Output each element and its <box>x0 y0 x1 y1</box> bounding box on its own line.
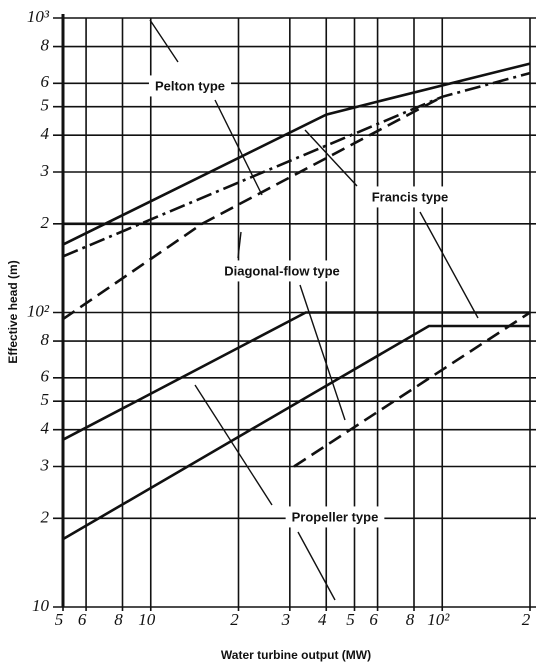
x-tick-label: 3 <box>281 610 291 629</box>
x-tick-label: 5 <box>55 610 64 629</box>
annotation: Francis type <box>372 189 449 204</box>
x-tick-label: 4 <box>318 610 327 629</box>
pointer-line <box>214 99 263 196</box>
y-axis-label: Effective head (m) <box>6 260 20 363</box>
pointer-line <box>194 384 273 506</box>
x-tick-label: 6 <box>369 610 378 629</box>
y-tick-label: 6 <box>41 367 50 386</box>
x-tick-label: 8 <box>406 610 415 629</box>
pointer-line <box>419 211 479 319</box>
y-tick-label: 3 <box>40 161 50 180</box>
series-line <box>62 71 531 258</box>
series-line <box>293 311 531 468</box>
y-tick-label: 2 <box>41 507 50 526</box>
y-tick-label: 3 <box>40 455 50 474</box>
series-line <box>62 62 531 246</box>
x-tick-label: 2 <box>522 610 531 629</box>
pointer-line <box>304 129 358 187</box>
y-tick-label: 8 <box>41 35 50 54</box>
annotation-bg <box>365 186 455 208</box>
annotation-bg <box>148 75 232 97</box>
x-tick-label: 8 <box>114 610 123 629</box>
x-tick-label: 6 <box>78 610 87 629</box>
y-tick-label: 2 <box>41 213 50 232</box>
x-tick-label: 5 <box>346 610 355 629</box>
series-line <box>62 311 530 441</box>
x-tick-label: 10² <box>427 610 450 629</box>
pointer-line <box>149 19 179 63</box>
x-tick-label: 2 <box>230 610 239 629</box>
x-tick-label: 10 <box>138 610 156 629</box>
annotation: Diagonal-flow type <box>224 263 340 278</box>
x-axis-label: Water turbine output (MW) <box>221 648 371 662</box>
pointer-line <box>237 231 242 259</box>
y-tick-label: 5 <box>41 390 50 409</box>
pointer-line <box>297 531 336 601</box>
y-tick-label: 10² <box>27 301 50 320</box>
series-line <box>62 324 530 541</box>
y-tick-label: 8 <box>41 330 50 349</box>
annotation: Propeller type <box>292 509 379 524</box>
series-line <box>62 222 203 321</box>
annotation: Pelton type <box>155 78 225 93</box>
pointer-line <box>299 284 346 421</box>
y-tick-label: 6 <box>41 72 50 91</box>
y-tick-label: 10 <box>32 596 50 615</box>
annotation-bg <box>218 260 346 282</box>
y-tick-label: 5 <box>41 96 50 115</box>
y-tick-label: 4 <box>41 124 50 143</box>
y-tick-label: 10³ <box>27 7 50 26</box>
series-line <box>201 95 443 225</box>
y-tick-label: 4 <box>41 419 50 438</box>
annotation-bg <box>285 506 385 528</box>
